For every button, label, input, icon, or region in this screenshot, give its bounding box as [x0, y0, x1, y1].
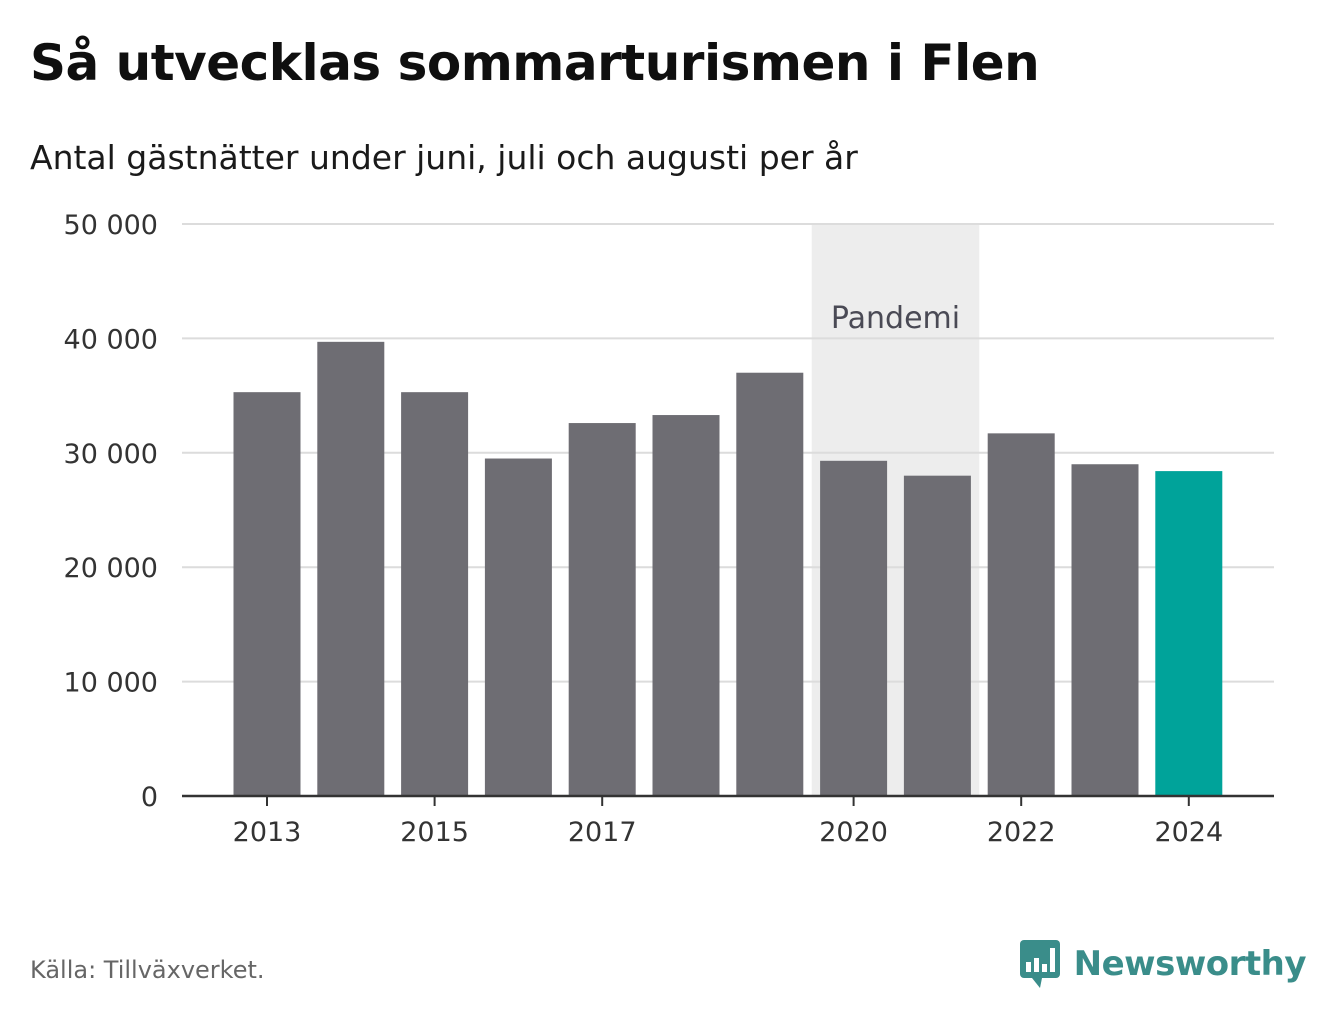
- bar-2013: [233, 392, 301, 796]
- y-axis-tick-labels: 0 10 000 20 000 30 000 40 000 50 000: [64, 210, 158, 813]
- x-axis: [182, 794, 1274, 806]
- bars: [233, 341, 1223, 796]
- bar-2022: [987, 433, 1055, 796]
- chart-title: Så utvecklas sommarturismen i Flen: [30, 34, 1040, 92]
- y-tick-label: 50 000: [64, 210, 158, 241]
- brand-logo: Newsworthy: [1019, 940, 1307, 988]
- x-tick-label: 2022: [987, 817, 1056, 848]
- y-tick-label: 40 000: [64, 324, 158, 355]
- bar-2019: [736, 372, 804, 796]
- bar-2024: [1155, 471, 1223, 796]
- bar-2021: [903, 475, 971, 796]
- bar-2016: [484, 458, 552, 796]
- brand-name: Newsworthy: [1073, 944, 1307, 984]
- x-tick-label: 2017: [568, 817, 637, 848]
- y-tick-label: 30 000: [64, 439, 158, 470]
- newsworthy-logo-icon: [1019, 940, 1060, 988]
- y-tick-label: 20 000: [64, 553, 158, 584]
- x-tick-label: 2020: [819, 817, 888, 848]
- x-axis-tick-labels: 2013 2015 2017 2020 2022 2024: [233, 817, 1224, 848]
- bar-2020: [820, 460, 888, 796]
- y-tick-label: 0: [141, 782, 158, 813]
- y-tick-label: 10 000: [64, 668, 158, 699]
- bar-2015: [401, 392, 469, 796]
- pandemic-band-label: Pandemi: [831, 301, 960, 336]
- x-tick-label: 2024: [1154, 817, 1223, 848]
- x-tick-label: 2015: [400, 817, 469, 848]
- chart-subtitle: Antal gästnätter under juni, juli och au…: [30, 138, 858, 177]
- source-note: Källa: Tillväxverket.: [30, 956, 265, 984]
- bar-2017: [568, 423, 636, 796]
- x-tick-label: 2013: [233, 817, 302, 848]
- bar-2014: [317, 341, 385, 796]
- bar-2023: [1071, 464, 1139, 796]
- bar-2018: [652, 415, 720, 796]
